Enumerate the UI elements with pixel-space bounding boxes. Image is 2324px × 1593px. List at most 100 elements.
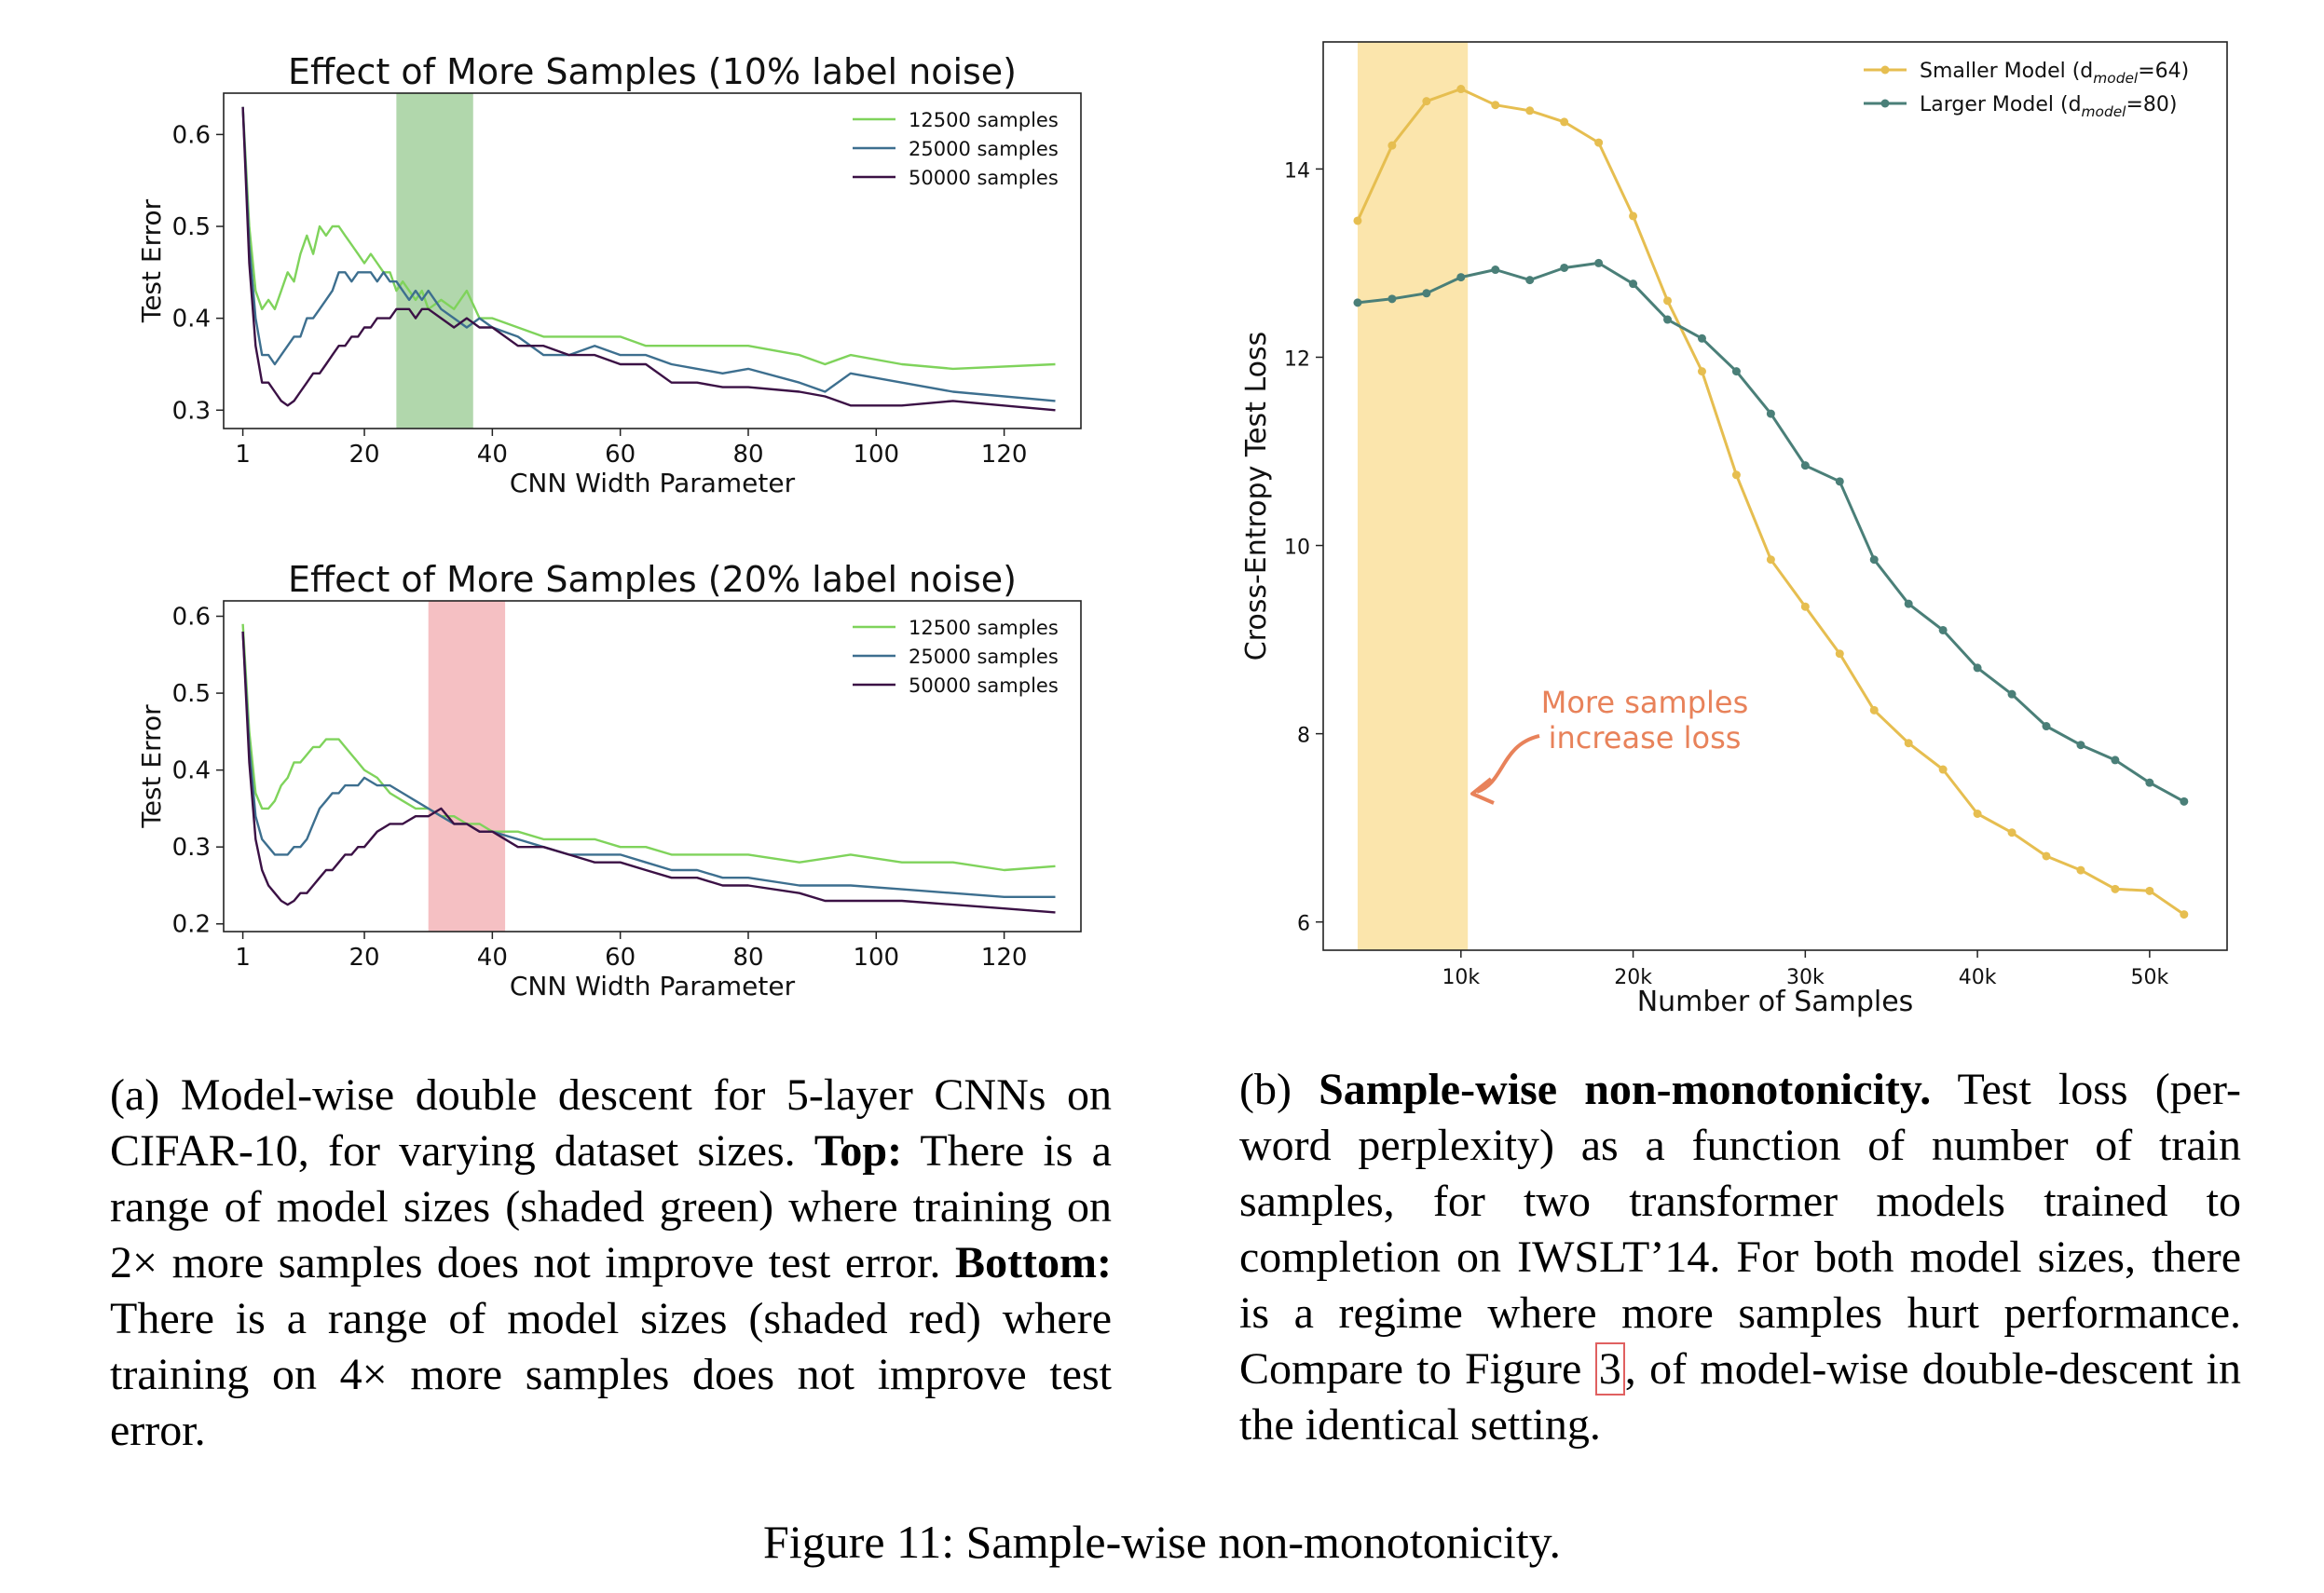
data-point [1869, 705, 1879, 715]
y-tick-label: 0.5 [172, 213, 211, 241]
data-point [2180, 796, 2189, 806]
y-axis-label: Test Error [136, 198, 167, 323]
data-point [1560, 117, 1569, 127]
figure-reference-link[interactable]: 3 [1594, 1342, 1625, 1396]
data-point [1869, 555, 1879, 565]
legend-marker [1880, 99, 1890, 108]
y-tick-label: 14 [1284, 159, 1310, 183]
shaded-region [1357, 42, 1469, 950]
y-tick-label: 0.5 [172, 680, 211, 708]
series-line-2 [241, 631, 1056, 898]
y-axis-label: Test Error [136, 704, 167, 829]
chart-title: Effect of More Samples (20% label noise) [288, 559, 1017, 600]
x-tick-label: 120 [981, 441, 1028, 469]
series-line-2 [241, 106, 1056, 402]
data-point [1629, 279, 1638, 289]
legend-label-suffix: =64) [2138, 60, 2189, 83]
data-point [2145, 886, 2154, 895]
y-tick-label: 0.6 [172, 604, 211, 632]
x-axis-label: CNN Width Parameter [510, 971, 796, 1001]
data-point [1353, 216, 1362, 225]
x-tick-label: 40 [477, 944, 508, 972]
data-point [1973, 663, 1982, 673]
data-point [2180, 910, 2189, 919]
legend-label: 50000 samples [909, 674, 1059, 697]
data-point [1353, 298, 1362, 307]
legend: 12500 samples 25000 samples 50000 samples [853, 109, 1059, 189]
x-axis-label: CNN Width Parameter [510, 468, 796, 498]
caption-a-top-label: Top: [813, 1126, 903, 1176]
x-tick-label: 100 [853, 944, 899, 972]
legend-label-subscript: model [2082, 103, 2127, 120]
y-tick-label: 0.2 [172, 911, 211, 939]
data-point [2111, 756, 2120, 765]
data-point [1629, 211, 1638, 221]
caption-b-text: Test loss (per-word perplexity) as a fun… [1239, 1065, 2242, 1394]
annotation-text: More samples [1541, 685, 1749, 720]
data-point [1766, 555, 1775, 565]
legend-label: 50000 samples [909, 167, 1059, 189]
legend-label: 12500 samples [909, 617, 1059, 639]
caption-b-bold: Sample-wise non-monotonicity. [1319, 1065, 1932, 1114]
x-tick-label: 20 [349, 441, 379, 469]
y-tick-label: 0.4 [172, 757, 211, 785]
x-tick-label: 20 [349, 944, 379, 972]
data-point [1835, 477, 1844, 486]
data-point [2007, 689, 2016, 699]
y-tick-label: 0.6 [172, 121, 211, 149]
data-point [1904, 599, 1913, 608]
data-point [1594, 138, 1604, 147]
data-point [1663, 315, 1673, 324]
y-tick-label: 0.3 [172, 834, 211, 862]
data-point [2145, 778, 2154, 787]
data-point [1456, 85, 1466, 94]
annotation-arrow [1476, 734, 1540, 794]
data-point [2007, 828, 2016, 837]
data-point [1697, 334, 1706, 343]
series-line-3 [241, 106, 1056, 412]
data-point [1904, 739, 1913, 748]
x-tick-label: 40k [1959, 966, 1997, 989]
data-point [1800, 461, 1810, 470]
legend-label: Smaller Model (dmodel=64) [1920, 60, 2189, 87]
annotation-arrowhead [1470, 777, 1495, 805]
series-line-2 [1357, 261, 2185, 803]
caption-a-bottom-text: There is a range of model sizes (shaded … [110, 1294, 1112, 1455]
x-tick-label: 1 [235, 441, 251, 469]
legend-label: 25000 samples [909, 138, 1059, 160]
data-point [1422, 289, 1431, 298]
legend-label-subscript: model [2093, 70, 2139, 87]
data-point [1456, 273, 1466, 282]
y-tick-label: 12 [1284, 347, 1310, 371]
data-point [2042, 722, 2051, 731]
data-point [1388, 294, 1397, 304]
data-point [2111, 884, 2120, 893]
legend-label-suffix: =80) [2126, 93, 2177, 116]
data-point [2076, 741, 2085, 750]
x-tick-label: 80 [732, 944, 763, 972]
series-line-3 [241, 631, 1056, 914]
caption-a-bottom-label: Bottom: [955, 1238, 1112, 1287]
legend-marker [1880, 65, 1890, 75]
data-point [1938, 765, 1948, 774]
legend-label: Larger Model (dmodel=80) [1920, 93, 2177, 120]
data-point [1835, 649, 1844, 659]
x-tick-label: 40 [477, 441, 508, 469]
data-point [1800, 602, 1810, 611]
x-tick-label: 60 [605, 441, 636, 469]
x-tick-label: 120 [981, 944, 1028, 972]
x-tick-label: 10k [1442, 966, 1480, 989]
y-tick-label: 6 [1297, 913, 1310, 936]
data-point [1731, 367, 1741, 376]
data-point [1422, 97, 1431, 106]
caption-b-text-end: , of model-wise double-descent in the id… [1239, 1344, 2241, 1450]
plot-frame [1322, 41, 2228, 951]
legend-label: 25000 samples [909, 646, 1059, 668]
data-point [1973, 809, 1982, 818]
x-tick-label: 1 [235, 944, 251, 972]
data-point [1491, 101, 1500, 110]
plot-frame [223, 600, 1082, 933]
y-tick-label: 0.4 [172, 306, 211, 334]
chart-sample-wise-loss: 10k 20k 30k 40k 50k 6 8 10 12 14 Number of Samples… [1240, 41, 2228, 1018]
